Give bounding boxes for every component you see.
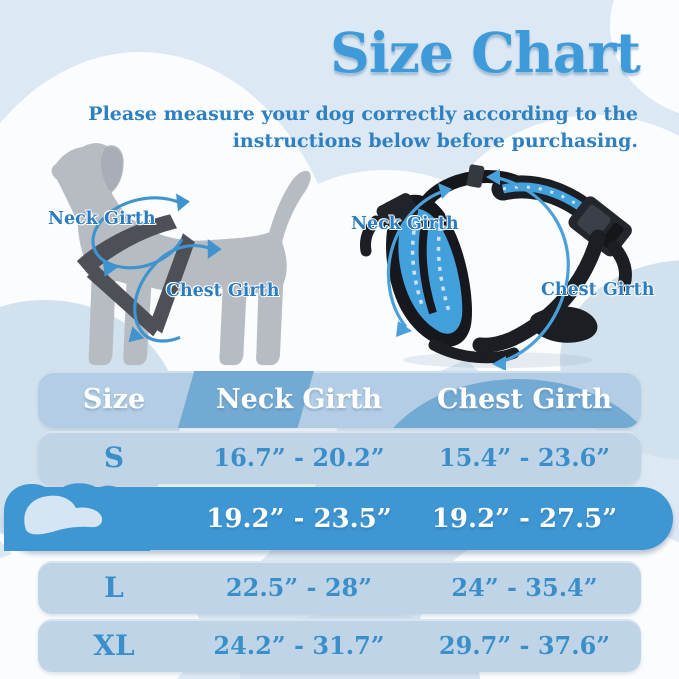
harness-neck-strap: [360, 215, 382, 257]
arrowhead-icon: [438, 183, 452, 199]
subtitle: Please measure your dog correctly accord…: [40, 101, 638, 155]
arrowhead-icon: [486, 169, 500, 185]
header-chest-girth: Chest Girth: [436, 384, 612, 415]
neck-girth-cell: 16.7” - 20.2”: [213, 442, 385, 472]
harness-side-pad: [529, 306, 598, 343]
dog-neck-girth-label: Neck Girth: [48, 209, 156, 229]
neck-measure-arrow-icon: [386, 189, 445, 328]
size-cell: XL: [93, 628, 135, 662]
chest-girth-cell: 24” - 35.4”: [451, 572, 598, 602]
chest-measure-arrow-icon: [133, 244, 213, 343]
subtitle-line-1: Please measure your dog correctly accord…: [88, 103, 638, 125]
harness-belly-strap: [472, 229, 606, 353]
dog-chest-girth-label: Chest Girth: [166, 281, 280, 301]
arrowhead-icon: [102, 258, 119, 277]
harness-clip: [466, 164, 485, 188]
harness-neck-girth-label: Neck Girth: [351, 214, 459, 234]
header-neck-girth: Neck Girth: [215, 384, 383, 415]
page-title: Size Chart: [330, 20, 641, 85]
table-header-row: Size Neck Girth Chest Girth: [38, 371, 641, 428]
harness-bottom-strap: [428, 339, 520, 364]
arrowhead-icon: [492, 356, 506, 370]
arrowhead-icon: [176, 193, 190, 212]
chest-girth-cell: 15.4” - 23.6”: [438, 442, 611, 472]
arrowhead-icon: [207, 239, 222, 259]
harness-chest-strap: [149, 233, 195, 334]
neck-girth-cell: 19.2” - 23.5”: [206, 503, 392, 534]
table-row-m-highlighted: M 19.2” - 23.5” 19.2” - 27.5”: [4, 483, 673, 551]
chest-measure-arrow-icon: [493, 175, 570, 365]
chest-girth-cell: 19.2” - 27.5”: [431, 503, 618, 534]
size-cell: L: [104, 570, 124, 604]
harness-chest-girth-label: Chest Girth: [541, 280, 655, 300]
harness-strap-tail: [607, 240, 633, 292]
table-row-s: S 16.7” - 20.2” 15.4” - 23.6”: [38, 431, 641, 484]
table-row-l: L 22.5” - 28” 24” - 35.4”: [38, 561, 641, 614]
dog-ear: [100, 146, 123, 192]
dog-head-icon: [4, 483, 150, 551]
harness-graphic: [360, 164, 633, 370]
header-size: Size: [82, 384, 146, 415]
size-cell: S: [103, 440, 125, 474]
harness-reflective-stitch: [436, 226, 452, 316]
chest-girth-cell: 29.7” - 37.6”: [438, 630, 611, 660]
subtitle-line-2: instructions below before purchasing.: [232, 130, 638, 152]
neck-girth-cell: 22.5” - 28”: [225, 572, 373, 602]
neck-measure-arrow-icon: [91, 196, 184, 270]
harness-neck-buckle: [376, 193, 419, 230]
harness-front-panel-blue: [398, 208, 463, 334]
arrowhead-icon: [396, 321, 412, 337]
harness-chest-strap: [86, 265, 162, 337]
dog-silhouette-graphic: [51, 143, 311, 366]
neck-girth-cell: 24.2” - 31.7”: [213, 630, 385, 660]
harness-panel-stripe: [418, 218, 437, 315]
arrowhead-icon: [128, 326, 145, 343]
table-row-xl: XL 24.2” - 31.7” 29.7” - 37.6”: [38, 619, 641, 672]
